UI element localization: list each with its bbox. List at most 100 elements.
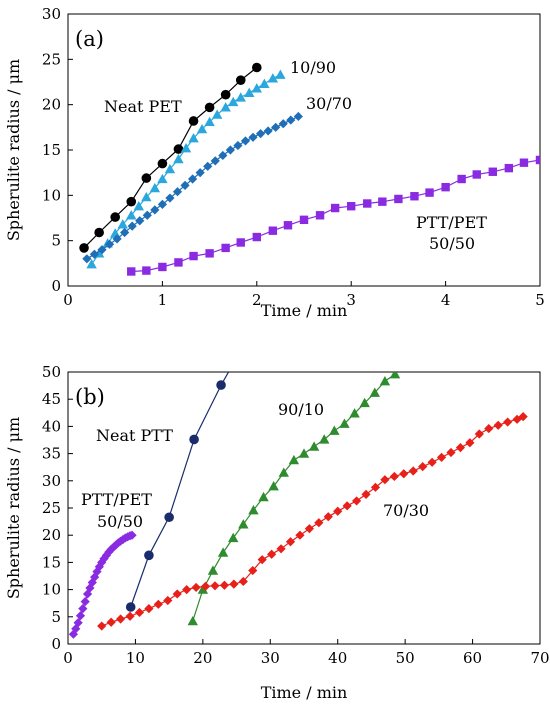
chart-a-series-0-point xyxy=(79,243,89,253)
chart-a-series-2-point xyxy=(188,174,198,184)
chart-b-annotation-70-30: 70/30 xyxy=(383,501,429,520)
chart-a-series-2-point xyxy=(104,239,115,249)
chart-a-series-2-point xyxy=(127,221,137,231)
chart-b-series-3-point xyxy=(127,530,137,540)
chart-a-series-3-point xyxy=(142,266,151,275)
chart-a-series-1-point xyxy=(86,259,97,269)
chart-b-series-2-point xyxy=(351,496,362,506)
chart-b-series-2-point xyxy=(427,457,437,467)
chart-a-series-3-point xyxy=(441,182,450,192)
chart-a-series-1-point xyxy=(251,83,262,93)
chart-b-series-0-point xyxy=(228,359,238,369)
chart-b-series-1-point xyxy=(278,467,289,477)
chart-a-series-2-point xyxy=(172,187,183,197)
chart-b-series-2 xyxy=(97,412,528,631)
chart-a-series-1-point xyxy=(141,191,152,202)
chart-b-series-1-point xyxy=(349,408,360,418)
chart-b-series-0-point xyxy=(144,550,154,561)
chart-a-series-2-point xyxy=(195,168,205,178)
chart-b-series-1-point xyxy=(298,448,310,458)
chart-a-series-3-point xyxy=(535,155,540,165)
chart-b-series-3-point xyxy=(97,557,107,567)
chart-a-series-2-point xyxy=(240,136,251,146)
chart-b-series-2-point xyxy=(267,549,277,559)
chart-a-series-2-point xyxy=(293,111,303,122)
chart-b-series-1-point xyxy=(379,376,391,386)
chart-b-series-1-point xyxy=(238,519,249,529)
chart-b-series-2-point xyxy=(389,471,399,482)
chart-b-series-2-point xyxy=(342,501,352,511)
chart-a-series-0-point xyxy=(235,75,246,85)
chart-b-series-1-point xyxy=(319,434,330,444)
chart-a-annotation-neat-pet: Neat PET xyxy=(104,97,182,116)
chart-a-x-tick-label: 2 xyxy=(252,291,262,309)
chart-a-series-2-point xyxy=(150,205,160,215)
chart-a-panel-label: (a) xyxy=(75,27,104,51)
chart-b-series-2-point xyxy=(97,621,107,631)
chart-b-y-tick-label: 0 xyxy=(51,635,61,653)
chart-a-series-2-point xyxy=(180,180,190,190)
chart-b-series-1-point xyxy=(217,547,229,557)
chart-b-y-tick-label: 45 xyxy=(42,390,61,408)
chart-b-series-2-point xyxy=(248,565,258,576)
chart-b-series-2-point xyxy=(518,412,528,422)
chart-b-ticks: 0 10 20 30 40 50 60 70 0 5 10 15 20 25 30 35 40 45 50 xyxy=(42,363,550,667)
chart-a-series-0-point xyxy=(110,212,120,222)
chart-b-series-3-point xyxy=(92,567,102,577)
chart-b-series-2-point xyxy=(200,581,211,591)
chart-a-series-3-point xyxy=(488,167,497,176)
chart-b-series-3-point xyxy=(71,624,81,634)
chart-b-series-2-point xyxy=(465,438,475,448)
chart-a-series-2-point xyxy=(157,199,167,209)
chart-a-series-1-point xyxy=(235,92,246,102)
chart-a-series-1-point xyxy=(126,210,137,220)
chart-a-annotation-50-50: 50/50 xyxy=(429,234,475,253)
chart-b-series-2-point xyxy=(125,611,135,621)
chart-a-series-2-point xyxy=(218,150,228,161)
chart-a-y-tick-label: 10 xyxy=(42,186,61,204)
chart-a-series-2-point xyxy=(89,249,100,259)
chart-a-series-3-point xyxy=(299,215,309,225)
chart-a-series-3-point xyxy=(158,262,167,272)
chart-b-series-0-line xyxy=(130,372,230,608)
chart-a-series-3-point xyxy=(315,211,325,220)
chart-b-series-2-point xyxy=(134,607,145,618)
chart-b-series-2-point xyxy=(229,579,239,589)
chart-a-series-1-point xyxy=(173,153,184,164)
chart-b-series-2-point xyxy=(484,423,494,434)
chart-b-x-tick-label: 0 xyxy=(63,649,73,667)
chart-b-series-3-point xyxy=(82,589,93,599)
chart-a-y-tick-label: 0 xyxy=(51,277,61,295)
chart-a-series-3-point xyxy=(457,174,466,184)
chart-b-series-2-point xyxy=(370,482,381,492)
chart-a-series-2-point xyxy=(97,245,107,255)
chart-b-series-2-point xyxy=(153,599,163,609)
chart-a-series-1-point xyxy=(157,173,168,184)
chart-b-series-0-point xyxy=(164,512,174,523)
chart-a-series-2-point xyxy=(278,119,288,129)
chart-b-series-3-point xyxy=(78,604,88,614)
chart-a-series-2-point xyxy=(82,254,92,264)
chart-a-ticks: 0 1 2 3 4 5 0 5 10 15 20 25 30 xyxy=(42,5,545,309)
chart-a-series-3-point xyxy=(410,192,419,201)
chart-a-series-3-point xyxy=(236,238,245,247)
chart-a-series-1-point xyxy=(164,163,176,174)
chart-a-series-2-point xyxy=(225,145,235,155)
chart-b-series-3-point xyxy=(85,583,95,593)
chart-b-series-1-point xyxy=(258,491,269,502)
chart-a-series-1-point xyxy=(211,109,223,119)
chart-b-series-3-point xyxy=(90,572,100,582)
chart-b-x-tick-label: 60 xyxy=(463,649,482,667)
chart-a-y-tick-label: 25 xyxy=(42,50,61,68)
chart-b-series-0 xyxy=(125,359,238,612)
chart-b-y-tick-label: 30 xyxy=(42,472,61,490)
chart-a-series-3-point xyxy=(472,170,481,179)
chart-b-series-3-point xyxy=(75,611,86,621)
chart-a-series-1-point xyxy=(275,69,286,79)
chart-a-x-tick-label: 4 xyxy=(441,291,451,309)
chart-a-series-3-point xyxy=(330,203,340,213)
chart-b-annotation-ptt-pet: PTT/PET xyxy=(81,490,152,509)
chart-a-series-3-point xyxy=(174,258,183,267)
chart-b-series-2-point xyxy=(191,582,201,593)
